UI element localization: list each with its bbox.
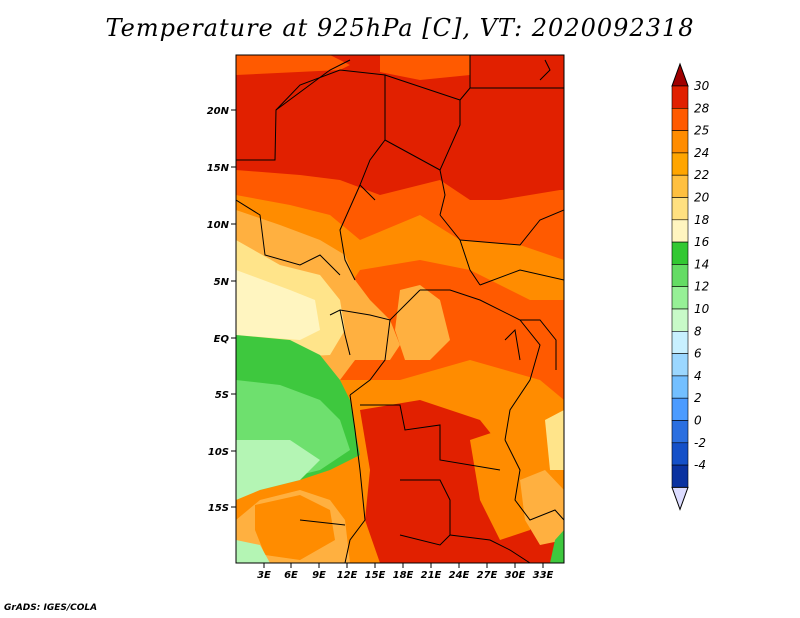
country-borders bbox=[236, 55, 564, 563]
colorbar-label: 2 bbox=[694, 391, 702, 405]
lon-label: 30E bbox=[505, 570, 526, 581]
longitude-axis: 3E 6E 9E 12E 15E 18E 21E 24E 27E 30E 33E bbox=[257, 563, 554, 581]
lat-label: 20N bbox=[207, 106, 230, 117]
colorbar-swatch bbox=[671, 197, 689, 221]
colorbar-swatch bbox=[671, 464, 689, 488]
colorbar-swatch bbox=[671, 130, 689, 154]
lon-label: 3E bbox=[257, 570, 271, 581]
colorbar-label: 22 bbox=[694, 168, 709, 182]
colorbar-swatch bbox=[671, 308, 689, 332]
colorbar bbox=[671, 62, 689, 511]
lon-label: 27E bbox=[477, 570, 498, 581]
colorbar-swatch bbox=[671, 85, 689, 109]
colorbar-label: 12 bbox=[694, 280, 709, 294]
colorbar-swatch bbox=[671, 174, 689, 198]
lon-label: 21E bbox=[421, 570, 442, 581]
colorbar-label: 0 bbox=[694, 414, 702, 428]
colorbar-swatch bbox=[671, 375, 689, 399]
colorbar-label: 20 bbox=[694, 191, 710, 205]
colorbar-label: 4 bbox=[694, 369, 702, 383]
colorbar-swatch bbox=[671, 420, 689, 444]
lat-label: 15S bbox=[208, 503, 229, 514]
colorbar-swatch bbox=[671, 330, 689, 354]
lat-label: 10N bbox=[207, 220, 230, 231]
colorbar-label: 10 bbox=[694, 302, 710, 316]
lon-label: 24E bbox=[449, 570, 470, 581]
colorbar-label: 16 bbox=[694, 235, 710, 249]
map-title: Temperature at 925hPa [C], VT: 202009231… bbox=[105, 14, 695, 42]
colorbar-label: 6 bbox=[694, 347, 702, 361]
colorbar-swatch bbox=[671, 241, 689, 265]
colorbar-swatch bbox=[671, 397, 689, 421]
lon-label: 15E bbox=[365, 570, 386, 581]
colorbar-label: 25 bbox=[694, 124, 709, 138]
colorbar-label: 28 bbox=[694, 101, 710, 115]
lat-label: 5S bbox=[215, 390, 229, 401]
lat-label: 5N bbox=[214, 277, 230, 288]
colorbar-top-arrow bbox=[671, 62, 689, 87]
colorbar-label: 18 bbox=[694, 213, 710, 227]
colorbar-swatch bbox=[671, 353, 689, 377]
colorbar-swatch bbox=[671, 108, 689, 131]
footer-credit: GrADS: IGES/COLA bbox=[4, 603, 98, 613]
lon-label: 9E bbox=[312, 570, 326, 581]
temperature-field bbox=[236, 55, 564, 563]
colorbar-swatch bbox=[671, 264, 689, 287]
lon-label: 6E bbox=[284, 570, 298, 581]
colorbar-swatch bbox=[671, 442, 689, 466]
lon-label: 18E bbox=[393, 570, 414, 581]
lat-label: 15N bbox=[207, 163, 230, 174]
lat-label: EQ bbox=[214, 334, 230, 345]
colorbar-label: 30 bbox=[694, 79, 710, 93]
colorbar-label: 24 bbox=[694, 146, 709, 160]
map-frame bbox=[235, 54, 565, 564]
colorbar-bottom-arrow bbox=[671, 486, 689, 511]
lat-label: 10S bbox=[208, 447, 229, 458]
colorbar-label: 8 bbox=[694, 324, 702, 338]
colorbar-label: -4 bbox=[694, 458, 706, 472]
colorbar-swatch bbox=[671, 286, 689, 310]
colorbar-swatch bbox=[671, 219, 689, 243]
lon-label: 12E bbox=[337, 570, 358, 581]
latitude-axis: 20N 15N 10N 5N EQ 5S 10S 15S bbox=[207, 106, 236, 514]
colorbar-label: 14 bbox=[694, 257, 709, 271]
lon-label: 33E bbox=[533, 570, 554, 581]
colorbar-label: -2 bbox=[694, 436, 706, 450]
colorbar-swatch bbox=[671, 152, 689, 176]
